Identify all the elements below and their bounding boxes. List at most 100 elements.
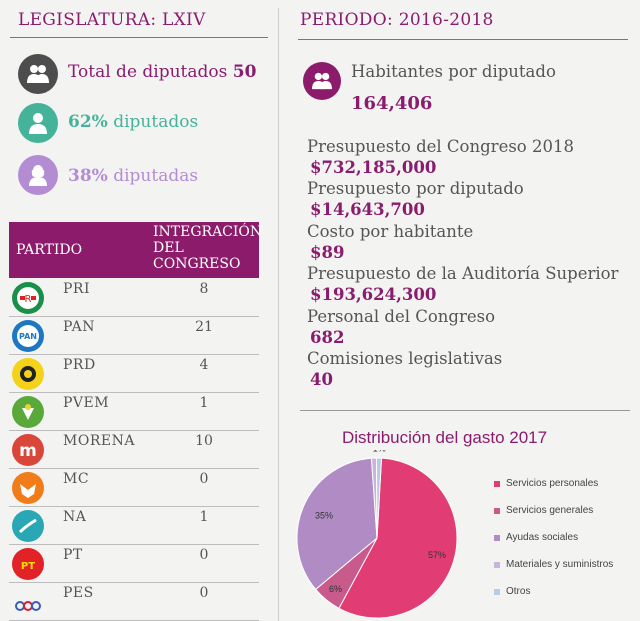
- pt-logo: PT: [12, 548, 44, 580]
- col-integration-line2: DEL: [153, 240, 184, 256]
- col-integration-line3: CONGRESO: [153, 256, 241, 272]
- pie-label: 1%: [367, 450, 380, 451]
- col-party: PARTIDO: [16, 242, 83, 258]
- period-header: PERIODO: 2016-2018: [300, 10, 494, 30]
- table-row: PAN PAN 21: [9, 316, 259, 355]
- legend-item: Servicios personales: [494, 478, 598, 489]
- party-name: PT: [63, 547, 83, 563]
- inhabitants-label: Habitantes por diputado: [351, 62, 556, 81]
- men-stat: 62% diputados: [68, 112, 198, 132]
- stat-value: $732,185,000: [310, 158, 437, 177]
- legend-label: Servicios personales: [506, 478, 599, 489]
- party-name: PRD: [63, 357, 96, 373]
- pie-slice: [296, 457, 378, 591]
- stat-label: Costo por habitante: [307, 221, 474, 241]
- column-divider: [278, 8, 279, 621]
- pie-label: 6%: [329, 584, 342, 594]
- stat-label: Presupuesto por diputado: [307, 179, 524, 199]
- men-pct: 62%: [68, 112, 108, 132]
- table-row: PES 0: [9, 582, 259, 621]
- legend-swatch: [494, 480, 500, 487]
- party-name: PVEM: [63, 395, 110, 411]
- legend-swatch: [494, 588, 500, 595]
- pie-slice: [338, 457, 458, 619]
- man-icon: [18, 103, 58, 143]
- table-row: PVEM 1: [9, 392, 259, 431]
- legend-label: Servicios generales: [506, 505, 594, 516]
- legend-label: Ayudas sociales: [506, 532, 579, 543]
- mc-logo: [12, 472, 44, 504]
- women-stat: 38% diputadas: [68, 166, 198, 186]
- svg-text:m: m: [19, 441, 37, 461]
- legend-swatch: [494, 507, 500, 514]
- group-icon: [303, 62, 341, 100]
- party-seats: 8: [199, 281, 209, 297]
- legend-item: Ayudas sociales: [494, 532, 578, 543]
- table-row: MC 0: [9, 468, 259, 507]
- divider: [300, 410, 630, 411]
- table-row: PT PT 0: [9, 544, 259, 583]
- inhabitants-value: 164,406: [351, 93, 433, 114]
- group-icon: [18, 54, 58, 94]
- party-seats: 0: [199, 585, 209, 601]
- svg-text:PAN: PAN: [19, 332, 37, 341]
- pes-logo: [12, 586, 44, 618]
- stat-label: Presupuesto de la Auditoría Superior: [307, 264, 619, 284]
- legend-item: Materiales y suministros: [494, 559, 613, 570]
- table-row: PRD 4: [9, 354, 259, 393]
- total-label: Total de diputados: [68, 62, 228, 82]
- party-seats: 0: [199, 471, 209, 487]
- divider: [10, 37, 268, 38]
- woman-icon: [18, 155, 58, 195]
- stat-value: 40: [310, 370, 333, 389]
- pie-chart: 57% 6% 35% 1%1%: [296, 450, 458, 619]
- party-name: NA: [63, 509, 87, 525]
- pan-logo: PAN: [12, 320, 44, 352]
- stat-label: Presupuesto del Congreso 2018: [307, 137, 574, 156]
- stat-value: $193,624,300: [310, 285, 437, 305]
- party-name: PAN: [63, 319, 95, 335]
- stat-value: 682: [310, 327, 345, 347]
- na-logo: [12, 510, 44, 542]
- party-name: MC: [63, 471, 90, 487]
- prd-logo: [12, 358, 44, 390]
- legend-swatch: [494, 534, 500, 541]
- pie-label: 57%: [428, 550, 446, 560]
- table-row: R PRI 8: [9, 278, 259, 317]
- party-seats: 0: [199, 547, 209, 563]
- men-label: diputados: [113, 112, 199, 132]
- legend-item: Servicios generales: [494, 505, 593, 516]
- stat-value: $89: [310, 242, 345, 262]
- morena-logo: m: [12, 434, 44, 466]
- legislature-header: LEGISLATURA: LXIV: [18, 10, 206, 30]
- total-deputies: Total de diputados 50: [68, 62, 256, 82]
- party-name: PES: [63, 585, 94, 601]
- party-seats: 21: [195, 319, 213, 335]
- legend-swatch: [494, 561, 500, 568]
- total-value: 50: [232, 62, 257, 82]
- party-name: PRI: [63, 281, 90, 297]
- pie-slice: [375, 457, 383, 539]
- svg-text:PT: PT: [21, 561, 35, 572]
- party-seats: 4: [199, 357, 209, 373]
- women-pct: 38%: [68, 166, 108, 186]
- table-row: m MORENA 10: [9, 430, 259, 469]
- legend-label: Materiales y suministros: [506, 559, 614, 570]
- col-integration: INTEGRACIÓN DEL CONGRESO: [153, 224, 262, 272]
- col-integration-line1: INTEGRACIÓN: [153, 224, 263, 240]
- pvem-logo: [12, 396, 44, 428]
- divider: [298, 39, 628, 40]
- legend-label: Otros: [506, 586, 531, 597]
- pie-label: 1%: [373, 450, 386, 453]
- party-name: MORENA: [63, 433, 135, 449]
- women-label: diputadas: [113, 166, 199, 186]
- party-seats: 10: [195, 433, 213, 449]
- party-seats: 1: [199, 509, 209, 525]
- pri-logo: R: [12, 282, 44, 314]
- legend-item: Otros: [494, 586, 530, 597]
- chart-title: Distribución del gasto 2017: [342, 428, 548, 447]
- table-row: NA 1: [9, 506, 259, 545]
- party-table-header: PARTIDO INTEGRACIÓN DEL CONGRESO: [9, 222, 262, 278]
- stat-label: Personal del Congreso: [307, 306, 496, 326]
- party-seats: 1: [199, 395, 209, 411]
